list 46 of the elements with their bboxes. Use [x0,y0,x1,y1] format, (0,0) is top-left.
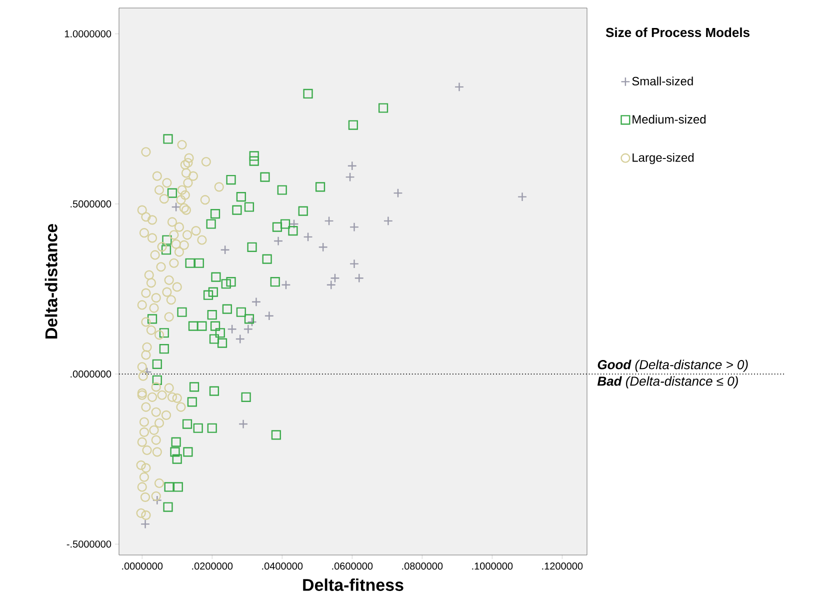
point [243,324,253,334]
point [264,311,274,321]
x-tick-label: .1000000 [472,562,513,570]
legend-label: Large-sized [632,153,694,164]
point [330,273,340,283]
point [289,219,299,229]
point [326,280,336,290]
point [303,232,313,242]
legend-label: Medium-sized [632,114,706,124]
point [517,192,528,202]
x-tick-label: .0000000 [122,562,163,570]
point [324,216,334,226]
point [383,216,393,226]
point [235,334,245,344]
point [454,82,464,92]
legend-label: Small-sized [632,76,693,86]
legend-title: Size of Process Models [606,28,750,38]
point [345,172,355,182]
point [281,280,291,290]
point [238,419,248,429]
y-axis-title: Delta-distance [44,224,58,338]
point [349,259,360,269]
point [220,245,230,255]
x-tick-label: .0800000 [402,562,443,570]
point [318,242,328,252]
x-axis-title: Delta-fitness [303,578,404,591]
y-tick-label: .0000000 [70,370,112,378]
point [140,519,150,529]
point [171,202,181,212]
point [347,161,357,171]
y-tick-label: .5000000 [70,200,112,208]
text: Good (Delta-distance > 0) [598,360,748,372]
point [349,222,360,232]
x-tick-label: .0200000 [192,562,233,570]
point [247,317,257,327]
point [227,324,237,334]
x-tick-label: .0400000 [262,562,303,570]
point [273,236,284,246]
x-tick-label: .0600000 [332,562,373,570]
y-tick-label: 1.0000000 [64,30,112,38]
y-tick-label: -.5000000 [66,540,112,548]
point [354,273,364,283]
point [251,297,262,307]
point [393,188,403,198]
x-tick-label: .1200000 [542,562,583,570]
text: Bad (Delta-distance ≤ 0) [597,376,738,388]
